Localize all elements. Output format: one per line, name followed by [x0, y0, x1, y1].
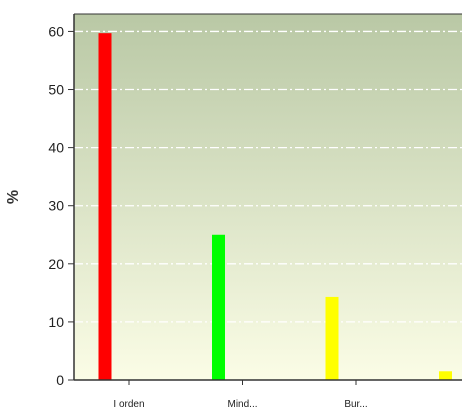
grid-lines — [74, 30, 462, 323]
y-tick-label: 30 — [48, 198, 64, 214]
bars — [98, 33, 452, 381]
bar-bur — [325, 296, 339, 380]
x-tick-label: Mind... — [227, 399, 257, 410]
x-tick-label: I orden — [113, 399, 144, 410]
x-tick-label: Bur... — [344, 399, 367, 410]
bar-mind — [212, 234, 225, 380]
y-tick-label: 60 — [48, 23, 64, 39]
y-tick-label: 20 — [48, 256, 64, 272]
y-tick-label: 40 — [48, 140, 64, 156]
bar-v — [439, 371, 452, 380]
y-axis-label: % — [5, 190, 22, 204]
y-ticks: 0 10 20 30 40 50 60 — [48, 23, 74, 388]
plot-area — [74, 14, 462, 380]
y-tick-label: 10 — [48, 314, 64, 330]
bar-i-orden — [98, 33, 112, 381]
y-tick-label: 0 — [56, 372, 64, 388]
x-ticks: I ordenMind...Bur...V... — [113, 380, 368, 410]
y-tick-label: 50 — [48, 82, 64, 98]
